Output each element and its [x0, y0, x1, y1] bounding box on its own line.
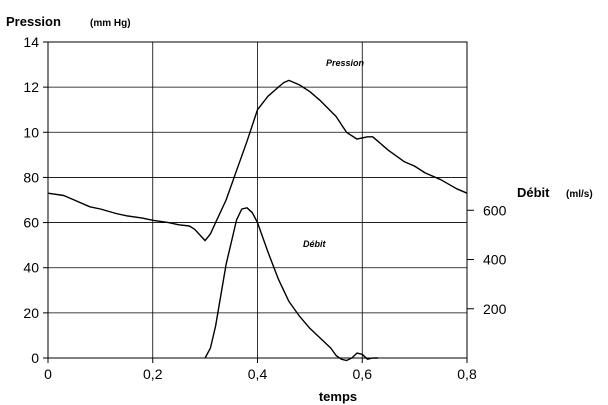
tick-label-x: 0,2 — [143, 366, 163, 382]
left-axis-unit: (mm Hg) — [90, 18, 131, 29]
series-line-debit — [204, 207, 378, 362]
tick-label-left: 20 — [23, 305, 39, 321]
series-lines — [47, 79, 468, 362]
tick-label-left: 12 — [23, 79, 39, 95]
tick-label-x: 0,4 — [248, 366, 268, 382]
series-label-debit: Débit — [303, 239, 327, 249]
tick-label-left: 80 — [23, 169, 39, 185]
tick-label-right: 400 — [483, 252, 507, 268]
tick-label-x: 0,8 — [457, 366, 477, 382]
tick-label-left: 0 — [31, 350, 39, 366]
tick-label-x: 0,6 — [353, 366, 373, 382]
series-line-pression — [47, 79, 468, 242]
tick-label-x: 0 — [44, 366, 52, 382]
grid — [47, 41, 468, 359]
tick-label-left: 60 — [23, 215, 39, 231]
tick-label-left: 40 — [23, 260, 39, 276]
tick-label-left: 14 — [23, 34, 39, 50]
ticks: 0 20 40 60 80 10 12 14 0 0,2 0,4 0,6 0,8 200 400 600 — [23, 34, 506, 382]
series-label-pression: Pression — [326, 58, 365, 68]
right-axis-title: Débit — [517, 185, 550, 200]
tick-label-left: 10 — [23, 124, 39, 140]
tick-label-right: 200 — [483, 301, 507, 317]
x-axis-title: temps — [319, 389, 357, 404]
tick-label-right: 600 — [483, 202, 507, 218]
left-axis-title: Pression — [6, 14, 61, 29]
right-axis-unit: (ml/s) — [566, 189, 593, 200]
